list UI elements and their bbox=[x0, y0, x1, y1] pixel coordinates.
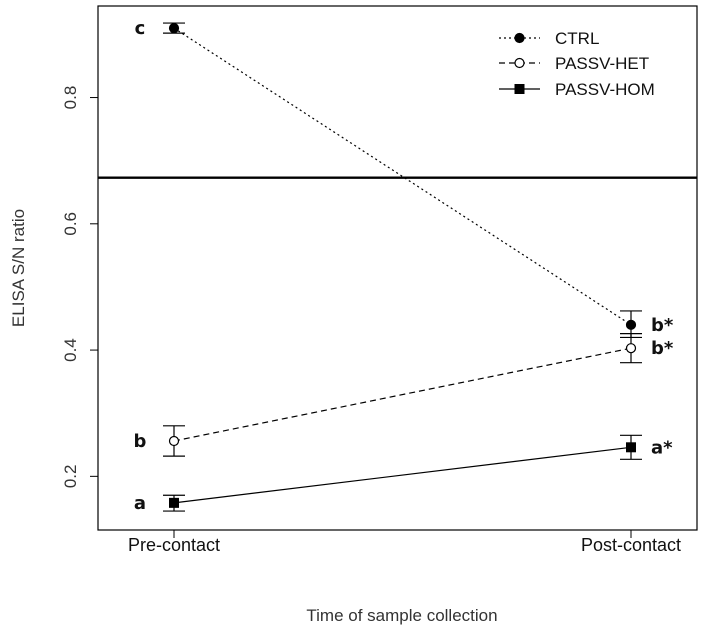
legend-marker-passv-hom bbox=[514, 84, 525, 94]
plot-frame bbox=[97, 5, 698, 531]
legend-label-ctrl: CTRL bbox=[555, 29, 599, 48]
x-tick-label: Pre-contact bbox=[128, 535, 220, 555]
y-tick-label: 0.4 bbox=[61, 338, 80, 362]
data-point-ctrl bbox=[625, 319, 637, 330]
legend-label-passv-het: PASSV-HET bbox=[555, 54, 649, 73]
plot-area: 0.2 0.4 0.6 0.8 Pre-contact Post-contact c b* b b… bbox=[61, 5, 698, 555]
legend-label-passv-hom: PASSV-HOM bbox=[555, 80, 655, 99]
annotation-passv-hom: a bbox=[134, 493, 146, 514]
annotation-passv-het: b* bbox=[651, 338, 674, 359]
annotation-ctrl: c bbox=[135, 18, 146, 39]
annotation-ctrl: b* bbox=[651, 315, 674, 336]
series-line-ctrl bbox=[173, 27, 632, 326]
x-axis-label: Time of sample collection bbox=[306, 606, 497, 625]
data-point-passv-hom bbox=[626, 442, 636, 453]
legend-marker-passv-het bbox=[514, 57, 525, 69]
series-line-passv-hom bbox=[173, 446, 632, 504]
legend-marker-ctrl bbox=[514, 32, 525, 44]
data-point-passv-het bbox=[168, 435, 180, 447]
annotation-passv-het: b bbox=[134, 431, 147, 452]
y-tick-label: 0.6 bbox=[61, 212, 80, 236]
data-point-ctrl bbox=[168, 22, 180, 34]
y-axis-label: ELISA S/N ratio bbox=[9, 209, 28, 327]
data-point-passv-het bbox=[625, 343, 637, 354]
annotation-passv-hom: a* bbox=[651, 437, 673, 458]
y-tick-label: 0.2 bbox=[61, 465, 80, 489]
series-line-passv-het bbox=[173, 347, 632, 442]
y-tick-label: 0.8 bbox=[61, 86, 80, 110]
x-tick-label: Post-contact bbox=[581, 535, 681, 555]
data-point-passv-hom bbox=[169, 497, 179, 508]
